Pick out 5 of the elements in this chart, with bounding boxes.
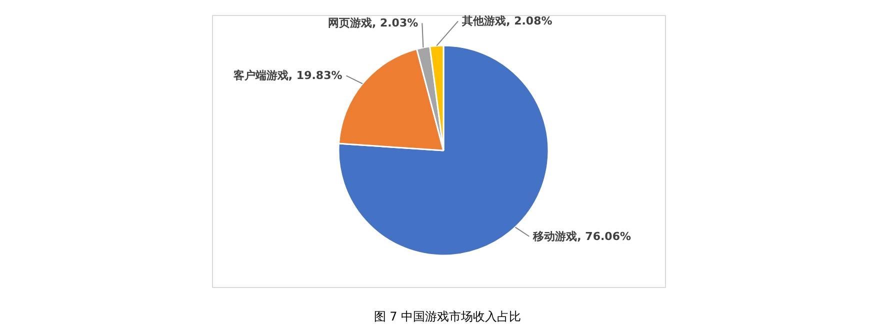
slice-label: 其他游戏, 2.08% bbox=[461, 14, 552, 28]
slice-label: 客户端游戏, 19.83% bbox=[232, 69, 342, 82]
slice-label: 移动游戏, 76.06% bbox=[532, 230, 631, 243]
slice-label: 网页游戏, 2.03% bbox=[328, 16, 418, 30]
text: 图 7 中国游戏市场收入占比 bbox=[374, 310, 522, 324]
